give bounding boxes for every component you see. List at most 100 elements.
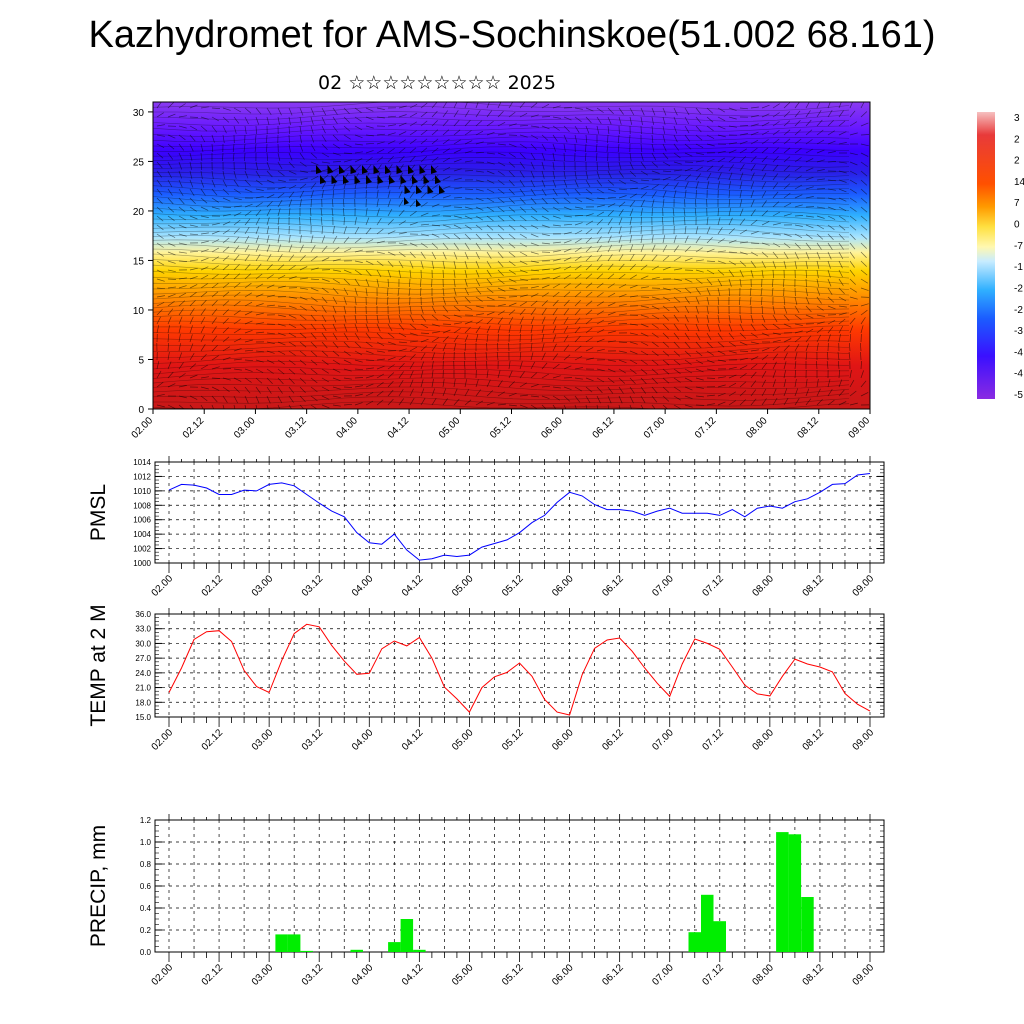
wind-arrow xyxy=(750,190,754,199)
wind-arrow xyxy=(530,316,535,325)
wind-arrow xyxy=(728,228,735,235)
wind-arrow xyxy=(596,211,605,217)
wind-arrow xyxy=(497,161,506,167)
wind-arrow xyxy=(475,389,482,397)
wind-arrow xyxy=(772,173,779,181)
wind-arrow xyxy=(288,235,291,244)
wind-arrow xyxy=(519,170,525,178)
wind-vectors xyxy=(156,102,870,409)
wind-arrow xyxy=(178,179,183,188)
wind-arrow xyxy=(475,313,484,316)
wind-arrow xyxy=(376,373,385,379)
wind-arrow xyxy=(783,183,791,190)
wind-arrow xyxy=(332,125,339,133)
wind-arrow xyxy=(607,292,616,298)
wind-arrow xyxy=(266,284,275,289)
wind-arrow xyxy=(387,260,394,268)
wind-arrow xyxy=(332,235,338,244)
wind-arrow xyxy=(211,107,221,109)
wind-arrow xyxy=(519,269,528,274)
wind-arrow xyxy=(365,107,374,112)
wind-arrow xyxy=(673,314,679,322)
wind-arrow xyxy=(167,269,176,273)
wind-arrow xyxy=(563,365,572,370)
wind-arrow xyxy=(849,102,853,109)
wind-arrow xyxy=(563,161,565,171)
wind-arrow xyxy=(706,377,716,379)
wind-arrow xyxy=(211,335,218,343)
wind-arrow xyxy=(332,198,334,208)
wind-arrow xyxy=(794,398,800,406)
wind-arrow xyxy=(387,389,394,397)
wind-arrow xyxy=(288,152,293,161)
wind-arrow xyxy=(662,235,666,244)
wind-arrow xyxy=(288,116,291,125)
wind-arrow xyxy=(827,140,836,145)
wind-arrow xyxy=(827,305,836,310)
wind-arrow xyxy=(739,251,748,255)
wind-arrow xyxy=(585,300,593,307)
wind-arrow xyxy=(530,308,536,316)
wind-arrow xyxy=(541,308,547,316)
x-tick-label: 04.00 xyxy=(350,727,376,753)
wind-arrow xyxy=(552,161,555,170)
wind-arrow xyxy=(309,216,312,226)
wind-arrow xyxy=(266,395,271,404)
wind-arrow xyxy=(728,239,737,244)
wind-arrow xyxy=(156,242,164,248)
wind-arrow xyxy=(376,133,386,136)
wind-arrow xyxy=(750,164,756,172)
y-tick-label: 33.0 xyxy=(135,625,151,634)
wind-arrow xyxy=(266,274,274,280)
wind-arrow xyxy=(431,156,439,163)
wind-arrow xyxy=(617,134,620,144)
wind-arrow xyxy=(717,269,725,276)
wind-arrow xyxy=(376,382,384,388)
wind-arrow xyxy=(728,260,737,266)
wind-arrow xyxy=(805,388,810,397)
x-tick-label: 07.00 xyxy=(650,727,676,753)
wind-arrow xyxy=(299,314,307,321)
wind-arrow xyxy=(596,368,605,372)
wind-arrow xyxy=(585,213,594,217)
wind-arrow xyxy=(486,206,494,212)
wind-arrow xyxy=(497,380,503,388)
wind-arrow xyxy=(277,161,283,170)
wind-arrow xyxy=(618,283,627,289)
wind-arrow xyxy=(530,215,538,221)
wind-arrow xyxy=(497,242,504,250)
wind-arrow xyxy=(211,197,219,203)
wind-arrow xyxy=(717,384,726,388)
wind-arrow xyxy=(255,377,263,384)
wind-arrow xyxy=(618,395,623,404)
wind-arrow xyxy=(838,161,847,164)
wind-arrow xyxy=(772,388,777,397)
wind-arrow xyxy=(651,386,658,394)
wind-arrow xyxy=(442,343,447,352)
wind-arrow xyxy=(497,152,506,157)
wind-arrow xyxy=(420,397,426,406)
wind-arrow xyxy=(761,221,770,226)
wind-arrow xyxy=(332,152,341,156)
wind-arrow xyxy=(464,305,473,310)
wind-arrow xyxy=(552,105,561,109)
wind-arrow xyxy=(420,260,424,269)
wind-arrow xyxy=(211,206,220,210)
wind-arrow xyxy=(706,341,713,349)
wind-arrow xyxy=(387,140,396,145)
wind-arrow xyxy=(728,217,733,226)
wind-arrow xyxy=(288,134,290,144)
wind-arrow xyxy=(486,390,494,397)
wind-arrow xyxy=(211,143,214,153)
wind-arrow xyxy=(365,116,374,121)
wind-arrow xyxy=(244,244,250,253)
wind-arrow xyxy=(552,197,560,204)
wind-arrow xyxy=(288,161,295,169)
wind-arrow xyxy=(299,244,304,253)
wind-arrow xyxy=(607,210,614,217)
wind-arrow xyxy=(486,188,495,194)
wind-arrow xyxy=(552,291,560,298)
wind-arrow xyxy=(849,121,857,127)
